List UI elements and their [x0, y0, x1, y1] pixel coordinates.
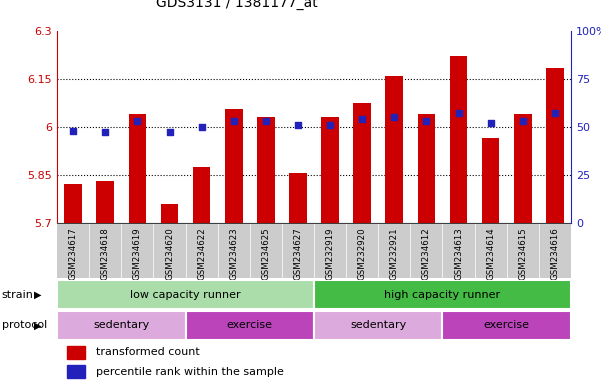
Bar	[385, 76, 403, 223]
Point	[165, 129, 174, 136]
Text: GSM234617: GSM234617	[69, 227, 78, 280]
Point	[422, 118, 432, 124]
Text: GSM234613: GSM234613	[454, 227, 463, 280]
Text: GSM234614: GSM234614	[486, 227, 495, 280]
Point	[69, 127, 78, 134]
Bar	[121, 223, 153, 278]
Bar	[410, 223, 442, 278]
Bar	[475, 223, 507, 278]
Bar	[57, 280, 314, 309]
Text: protocol: protocol	[2, 320, 47, 331]
Text: percentile rank within the sample: percentile rank within the sample	[96, 366, 284, 377]
Text: GSM234616: GSM234616	[551, 227, 560, 280]
Point	[261, 118, 270, 124]
Text: ▶: ▶	[34, 290, 41, 300]
Bar	[67, 365, 85, 378]
Bar	[186, 223, 218, 278]
Point	[197, 124, 206, 130]
Point	[293, 122, 303, 128]
Point	[325, 122, 335, 128]
Bar	[218, 223, 250, 278]
Bar	[442, 223, 475, 278]
Bar	[507, 223, 539, 278]
Text: GSM234615: GSM234615	[518, 227, 527, 280]
Bar	[353, 103, 371, 223]
Point	[133, 118, 142, 124]
Bar	[282, 223, 314, 278]
Text: high capacity runner: high capacity runner	[385, 290, 501, 300]
Text: sedentary: sedentary	[93, 320, 150, 331]
Text: GSM234612: GSM234612	[422, 227, 431, 280]
Point	[550, 110, 560, 116]
Text: sedentary: sedentary	[350, 320, 406, 331]
Text: GSM234622: GSM234622	[197, 227, 206, 280]
Text: exercise: exercise	[484, 320, 529, 331]
Point	[486, 120, 495, 126]
Text: GSM232921: GSM232921	[390, 227, 399, 280]
Bar	[64, 184, 82, 223]
Bar	[418, 114, 435, 223]
Text: ▶: ▶	[34, 320, 41, 331]
Bar	[378, 223, 410, 278]
Text: GSM232919: GSM232919	[326, 227, 335, 280]
Bar	[442, 311, 571, 340]
Bar	[57, 223, 89, 278]
Text: GDS3131 / 1381177_at: GDS3131 / 1381177_at	[156, 0, 318, 10]
Point	[518, 118, 528, 124]
Bar	[225, 109, 243, 223]
Bar	[482, 138, 499, 223]
Point	[229, 118, 239, 124]
Bar	[546, 68, 564, 223]
Bar	[450, 56, 468, 223]
Text: GSM234627: GSM234627	[293, 227, 302, 280]
Bar	[89, 223, 121, 278]
Bar	[96, 181, 114, 223]
Text: GSM234625: GSM234625	[261, 227, 270, 280]
Bar	[186, 311, 314, 340]
Text: transformed count: transformed count	[96, 347, 200, 358]
Bar	[257, 117, 275, 223]
Bar	[160, 204, 178, 223]
Bar	[539, 223, 571, 278]
Text: exercise: exercise	[227, 320, 273, 331]
Bar	[314, 280, 571, 309]
Bar	[193, 167, 210, 223]
Bar	[314, 223, 346, 278]
Point	[454, 110, 463, 116]
Text: GSM234618: GSM234618	[101, 227, 110, 280]
Point	[100, 129, 110, 136]
Text: GSM234620: GSM234620	[165, 227, 174, 280]
Bar	[314, 311, 442, 340]
Text: GSM232920: GSM232920	[358, 227, 367, 280]
Bar	[322, 117, 339, 223]
Text: GSM234623: GSM234623	[229, 227, 238, 280]
Bar	[514, 114, 532, 223]
Point	[358, 116, 367, 122]
Bar	[129, 114, 146, 223]
Bar	[289, 173, 307, 223]
Point	[389, 114, 399, 120]
Bar	[346, 223, 378, 278]
Text: low capacity runner: low capacity runner	[130, 290, 241, 300]
Bar	[153, 223, 186, 278]
Bar	[250, 223, 282, 278]
Bar	[67, 346, 85, 359]
Text: strain: strain	[2, 290, 34, 300]
Text: GSM234619: GSM234619	[133, 227, 142, 280]
Bar	[57, 311, 186, 340]
